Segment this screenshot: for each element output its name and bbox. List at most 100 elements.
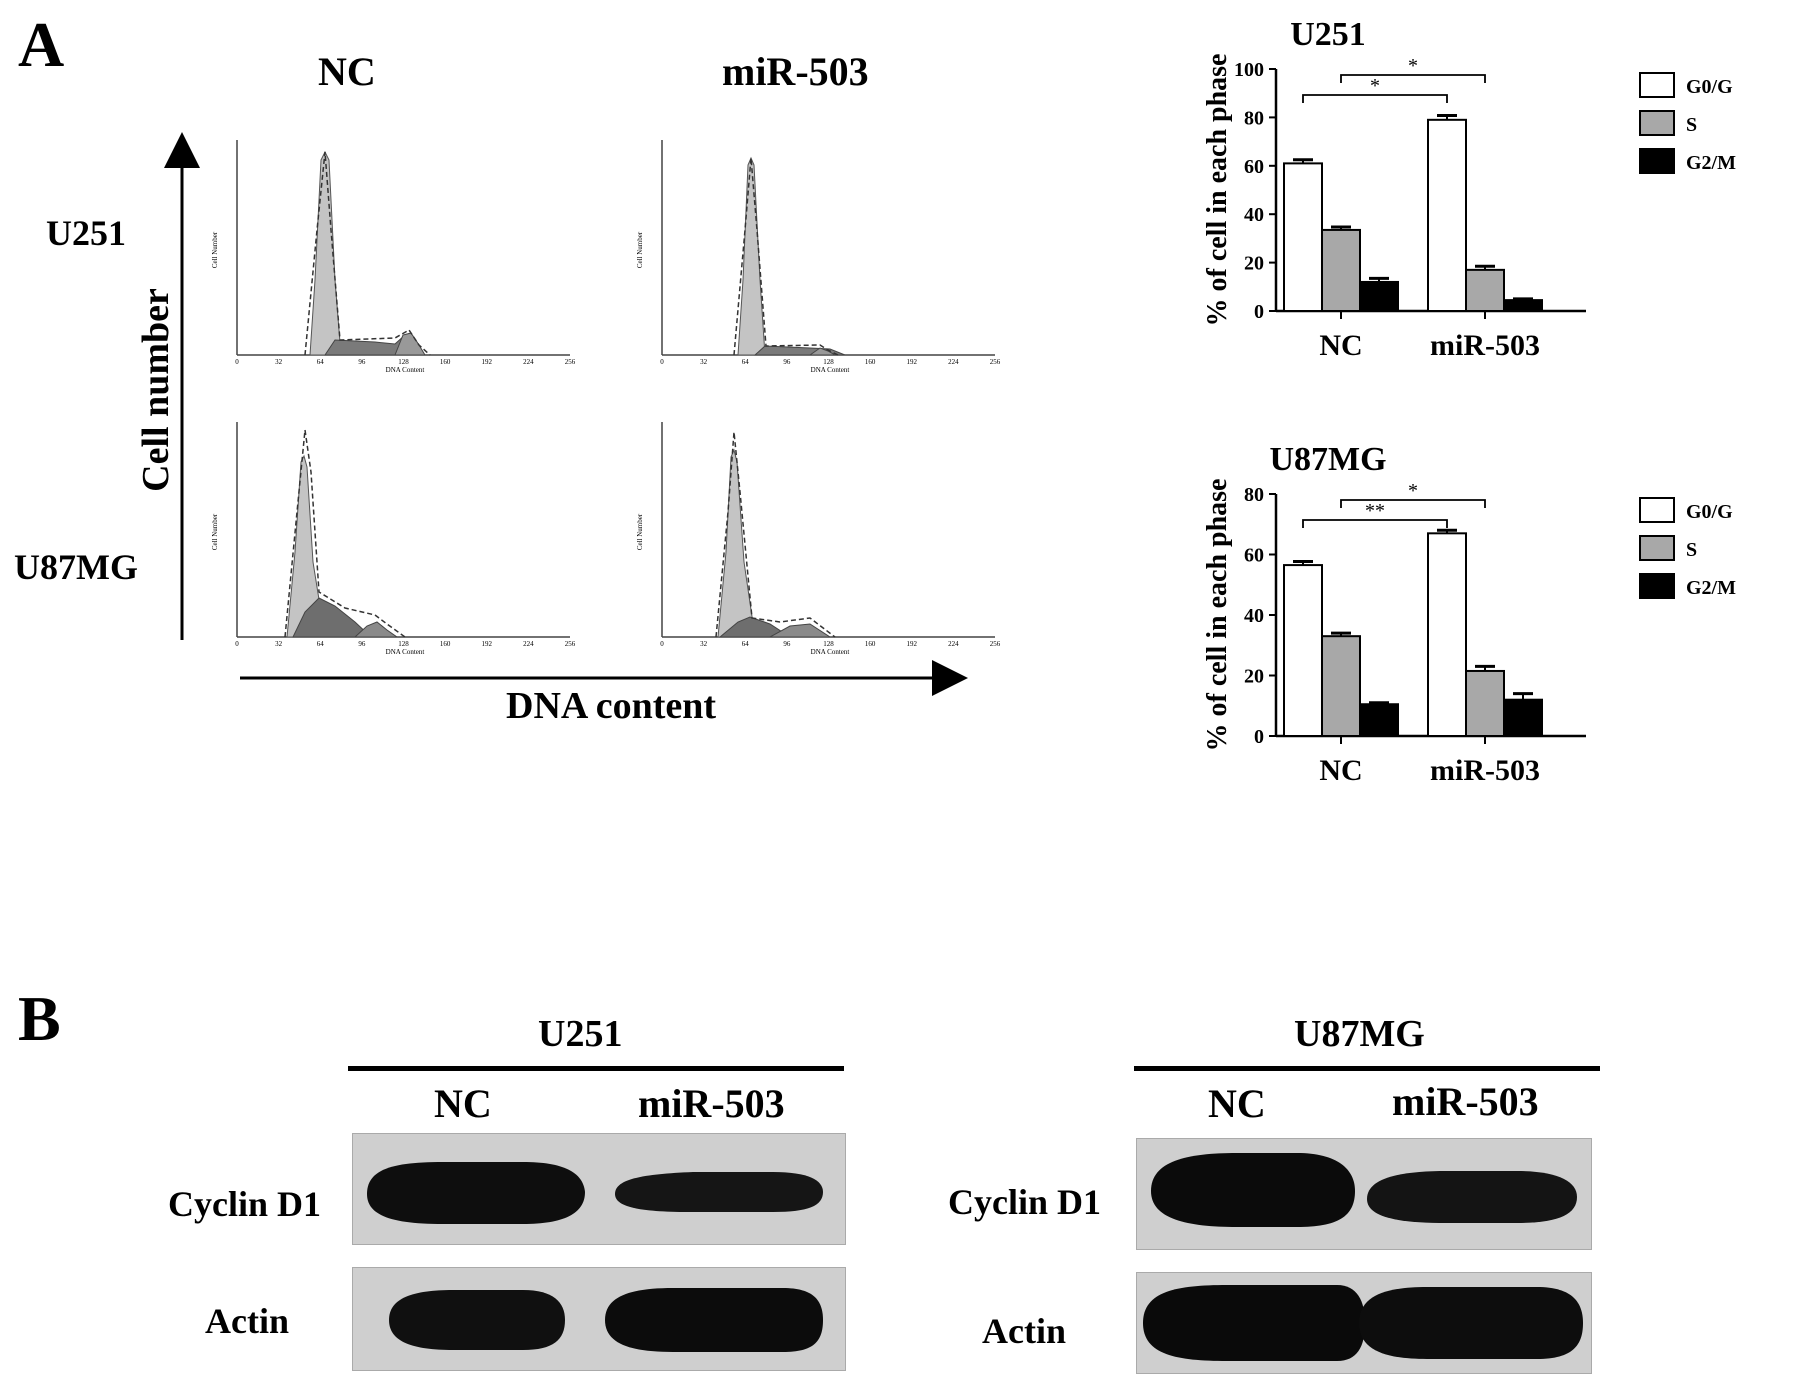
blot-u87mg-row-cyclind1: Cyclin D1 [948, 1182, 1101, 1222]
flow-x-tick-label: 224 [948, 358, 959, 366]
u87mg-chart-significance-label: ** [1365, 500, 1385, 522]
flow-x-tick-label: 192 [907, 358, 918, 366]
flow-x-tick-label: 256 [565, 358, 576, 366]
u87mg-chart-significance-label: * [1408, 480, 1418, 502]
u87mg-chart-ylabel: % of cell in each phase [1202, 479, 1233, 752]
flow-x-axis-title: DNA Content [386, 366, 425, 374]
u87mg-chart-bar-miR-503-G0/G [1427, 532, 1467, 737]
u87mg-chart-legend-swatch-G2/M [1639, 573, 1675, 599]
u87mg-chart-significance-bracket [1340, 499, 1486, 508]
flow-y-axis-title: Cell Number [211, 513, 219, 550]
flow-x-axis-title: DNA Content [811, 648, 850, 656]
flow-x-tick-label: 256 [990, 358, 1001, 366]
u251-chart-bar-NC-S [1321, 228, 1361, 312]
blot-u251-cyclind1 [352, 1133, 846, 1245]
u87mg-chart-x-tick-label: NC [1319, 754, 1362, 787]
u87mg-chart-bar-miR-503-S [1465, 669, 1505, 737]
blot-u251-row-actin: Actin [205, 1301, 289, 1341]
u251-chart-y-tick-label: 0 [1254, 301, 1264, 323]
flow-x-tick-label: 0 [660, 640, 664, 648]
blot-u251-divider [348, 1066, 844, 1071]
flow-x-tick-label: 256 [990, 640, 1001, 648]
u87mg-chart-bar-NC-G0/G [1283, 564, 1323, 737]
flow-x-tick-label: 0 [235, 640, 239, 648]
blot-u251-row-cyclind1: Cyclin D1 [168, 1184, 321, 1224]
u251-chart-significance-bracket [1302, 94, 1448, 103]
u87mg-chart-legend-label-G0/G: G0/G [1686, 501, 1733, 523]
u87mg-chart-title: U87MG [1269, 441, 1386, 478]
u251-chart-legend-swatch-G0/G [1639, 72, 1675, 98]
flow-col-label-nc: NC [318, 49, 376, 94]
flow-row-label-u251: U251 [46, 213, 126, 253]
blot-u87mg-title: U87MG [1294, 1013, 1425, 1055]
panel-b-label: B [18, 983, 61, 1054]
u251-chart-bar-miR-503-G2/M [1503, 299, 1543, 312]
u251-chart-legend-swatch-G2/M [1639, 148, 1675, 174]
band-u251-cyclind1-nc [367, 1162, 585, 1224]
flow-x-tick-label: 32 [700, 358, 708, 366]
flow-x-tick-label: 32 [275, 640, 283, 648]
panel-a-label: A [18, 9, 65, 80]
flow-x-tick-label: 96 [358, 358, 366, 366]
flow-x-tick-label: 160 [865, 358, 876, 366]
flow-histogram-u251-mir503: DNA Content Cell Number 0 32 64 96 128 160 192… [636, 140, 1001, 374]
flow-x-tick-label: 96 [358, 640, 366, 648]
u87mg-chart-y-tick-label: 40 [1244, 605, 1264, 627]
blot-u87mg-lane-nc: NC [1208, 1081, 1266, 1126]
flow-x-tick-label: 64 [317, 640, 325, 648]
u251-chart-y-tick-label: 20 [1244, 253, 1264, 275]
flow-x-tick-label: 160 [440, 358, 451, 366]
u251-chart-y-tick-label: 60 [1244, 156, 1264, 178]
u251-chart-y-tick-label: 40 [1244, 204, 1264, 226]
band-u251-actin-mir503 [605, 1288, 823, 1352]
flow-x-tick-label: 128 [823, 358, 834, 366]
u251-chart-x-tick-label: miR-503 [1430, 329, 1540, 362]
flow-x-axis-title: DNA Content [386, 648, 425, 656]
u87mg-chart-significance-bracket [1302, 519, 1448, 528]
blot-u87mg-actin [1136, 1272, 1592, 1374]
blot-u87mg-lane-mir503: miR-503 [1392, 1079, 1539, 1124]
u251-chart-legend-label-G2/M: G2/M [1686, 152, 1736, 174]
blot-u251-lane-nc: NC [434, 1081, 492, 1126]
u251-chart-y-tick-label: 80 [1244, 107, 1264, 129]
u251-chart-title: U251 [1290, 16, 1366, 53]
flow-x-tick-label: 224 [523, 358, 534, 366]
flow-x-tick-label: 160 [440, 640, 451, 648]
u87mg-chart-bar-miR-503-G2/M [1503, 698, 1543, 738]
flow-x-tick-label: 128 [823, 640, 834, 648]
u251-chart-legend-label-G0/G: G0/G [1686, 76, 1733, 98]
band-u87mg-cyclind1-nc [1151, 1153, 1355, 1227]
flow-x-axis-label: DNA content [506, 685, 717, 727]
blot-u251-lane-mir503: miR-503 [638, 1081, 785, 1126]
u87mg-chart-legend-label-S: S [1686, 539, 1697, 561]
flow-x-tick-label: 160 [865, 640, 876, 648]
u87mg-chart-legend-swatch-S [1639, 535, 1675, 561]
u251-chart-bar-NC-G2/M [1359, 280, 1399, 312]
u87mg-chart-legend-swatch-G0/G [1639, 497, 1675, 523]
flow-x-tick-label: 0 [235, 358, 239, 366]
flow-x-tick-label: 128 [398, 358, 409, 366]
u87mg-chart-x-tick-label: miR-503 [1430, 754, 1540, 787]
flow-x-tick-label: 32 [700, 640, 708, 648]
flow-x-tick-label: 64 [317, 358, 325, 366]
u251-chart-bar-miR-503-S [1465, 268, 1505, 312]
u251-chart-significance-label: * [1370, 75, 1380, 97]
u87mg-chart-y-tick-label: 60 [1244, 545, 1264, 567]
u87mg-chart-y-tick-label: 0 [1254, 726, 1264, 748]
u251-chart-significance-label: * [1408, 55, 1418, 77]
u251-chart-bar-miR-503-G0/G [1427, 118, 1467, 312]
bar-chart-u251: U251 % of cell in each phase 0 20 40 60 80 100 N… [1202, 16, 1736, 362]
u87mg-chart-y-tick-label: 80 [1244, 484, 1264, 506]
u251-chart-significance-bracket [1340, 74, 1486, 83]
band-u251-cyclind1-mir503 [615, 1172, 823, 1212]
blot-u87mg-divider [1134, 1066, 1600, 1071]
band-u87mg-actin-nc [1143, 1285, 1365, 1361]
flow-row-label-u87mg: U87MG [14, 547, 138, 587]
flow-x-tick-label: 0 [660, 358, 664, 366]
flow-x-tick-label: 96 [783, 358, 791, 366]
flow-x-tick-label: 96 [783, 640, 791, 648]
u87mg-chart-bar-NC-G2/M [1359, 703, 1399, 737]
flow-x-tick-label: 64 [742, 640, 750, 648]
u251-chart-bar-NC-G0/G [1283, 162, 1323, 312]
flow-x-tick-label: 192 [907, 640, 918, 648]
